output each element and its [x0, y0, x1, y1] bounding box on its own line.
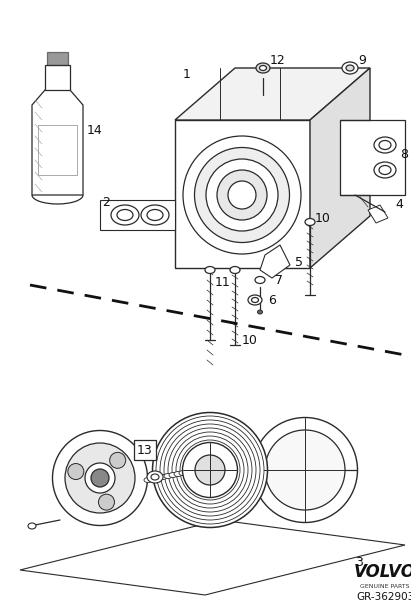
Ellipse shape	[28, 523, 36, 529]
Ellipse shape	[248, 295, 262, 305]
Ellipse shape	[258, 310, 263, 314]
Ellipse shape	[160, 420, 260, 520]
Ellipse shape	[164, 424, 256, 516]
Ellipse shape	[194, 147, 289, 242]
Ellipse shape	[151, 474, 159, 480]
Ellipse shape	[265, 430, 345, 510]
Ellipse shape	[91, 469, 109, 487]
Ellipse shape	[111, 205, 139, 225]
Text: 6: 6	[268, 293, 276, 307]
Text: GENUINE PARTS: GENUINE PARTS	[360, 584, 410, 588]
Ellipse shape	[230, 266, 240, 273]
Ellipse shape	[205, 266, 215, 273]
Ellipse shape	[179, 471, 187, 475]
Ellipse shape	[164, 474, 172, 478]
Ellipse shape	[342, 62, 358, 74]
Polygon shape	[38, 125, 77, 175]
Ellipse shape	[259, 66, 266, 70]
Ellipse shape	[117, 210, 133, 221]
Ellipse shape	[174, 472, 182, 477]
Ellipse shape	[147, 210, 163, 221]
Text: VOLVO: VOLVO	[354, 563, 411, 581]
Ellipse shape	[184, 444, 236, 496]
Ellipse shape	[180, 440, 240, 500]
Ellipse shape	[168, 428, 252, 512]
Text: 2: 2	[102, 195, 110, 209]
Ellipse shape	[172, 432, 248, 508]
Text: 12: 12	[270, 53, 286, 67]
Ellipse shape	[255, 276, 265, 284]
Text: 7: 7	[275, 273, 283, 287]
Ellipse shape	[252, 418, 358, 522]
Text: 10: 10	[242, 334, 258, 347]
Ellipse shape	[379, 141, 391, 150]
Text: 4: 4	[395, 198, 403, 212]
Polygon shape	[260, 245, 290, 278]
Polygon shape	[368, 205, 388, 223]
Text: 13: 13	[137, 444, 153, 457]
Ellipse shape	[85, 463, 115, 493]
Text: 11: 11	[215, 275, 231, 288]
Ellipse shape	[374, 137, 396, 153]
Ellipse shape	[195, 455, 225, 485]
Polygon shape	[175, 68, 370, 120]
Text: 14: 14	[87, 123, 103, 136]
Polygon shape	[340, 120, 405, 195]
Text: 1: 1	[183, 69, 191, 82]
Ellipse shape	[256, 63, 270, 73]
Ellipse shape	[305, 219, 315, 225]
Text: 8: 8	[400, 148, 408, 162]
Text: 3: 3	[355, 557, 363, 570]
Ellipse shape	[68, 463, 84, 480]
Ellipse shape	[159, 475, 167, 480]
Text: 5: 5	[295, 255, 303, 269]
Polygon shape	[47, 52, 68, 65]
Ellipse shape	[183, 136, 301, 254]
Ellipse shape	[110, 453, 126, 468]
Ellipse shape	[346, 65, 354, 71]
Ellipse shape	[154, 475, 162, 481]
Ellipse shape	[182, 442, 238, 498]
Ellipse shape	[217, 170, 267, 220]
Ellipse shape	[141, 205, 169, 225]
Polygon shape	[310, 68, 370, 268]
Ellipse shape	[206, 159, 278, 231]
Polygon shape	[100, 200, 175, 230]
Ellipse shape	[152, 412, 268, 528]
Ellipse shape	[252, 297, 259, 302]
Ellipse shape	[53, 430, 148, 525]
Ellipse shape	[147, 471, 163, 483]
Ellipse shape	[379, 165, 391, 174]
Ellipse shape	[65, 443, 135, 513]
Ellipse shape	[176, 436, 244, 504]
Text: GR-362903: GR-362903	[356, 592, 411, 601]
Polygon shape	[32, 90, 83, 195]
Ellipse shape	[228, 181, 256, 209]
Ellipse shape	[156, 416, 264, 524]
Ellipse shape	[374, 162, 396, 178]
Ellipse shape	[169, 472, 177, 478]
Text: 9: 9	[358, 53, 366, 67]
Text: 10: 10	[315, 212, 331, 225]
Ellipse shape	[149, 477, 157, 481]
Ellipse shape	[144, 478, 152, 483]
Polygon shape	[175, 120, 310, 268]
Polygon shape	[45, 65, 70, 90]
Ellipse shape	[99, 494, 115, 510]
Polygon shape	[20, 520, 405, 595]
